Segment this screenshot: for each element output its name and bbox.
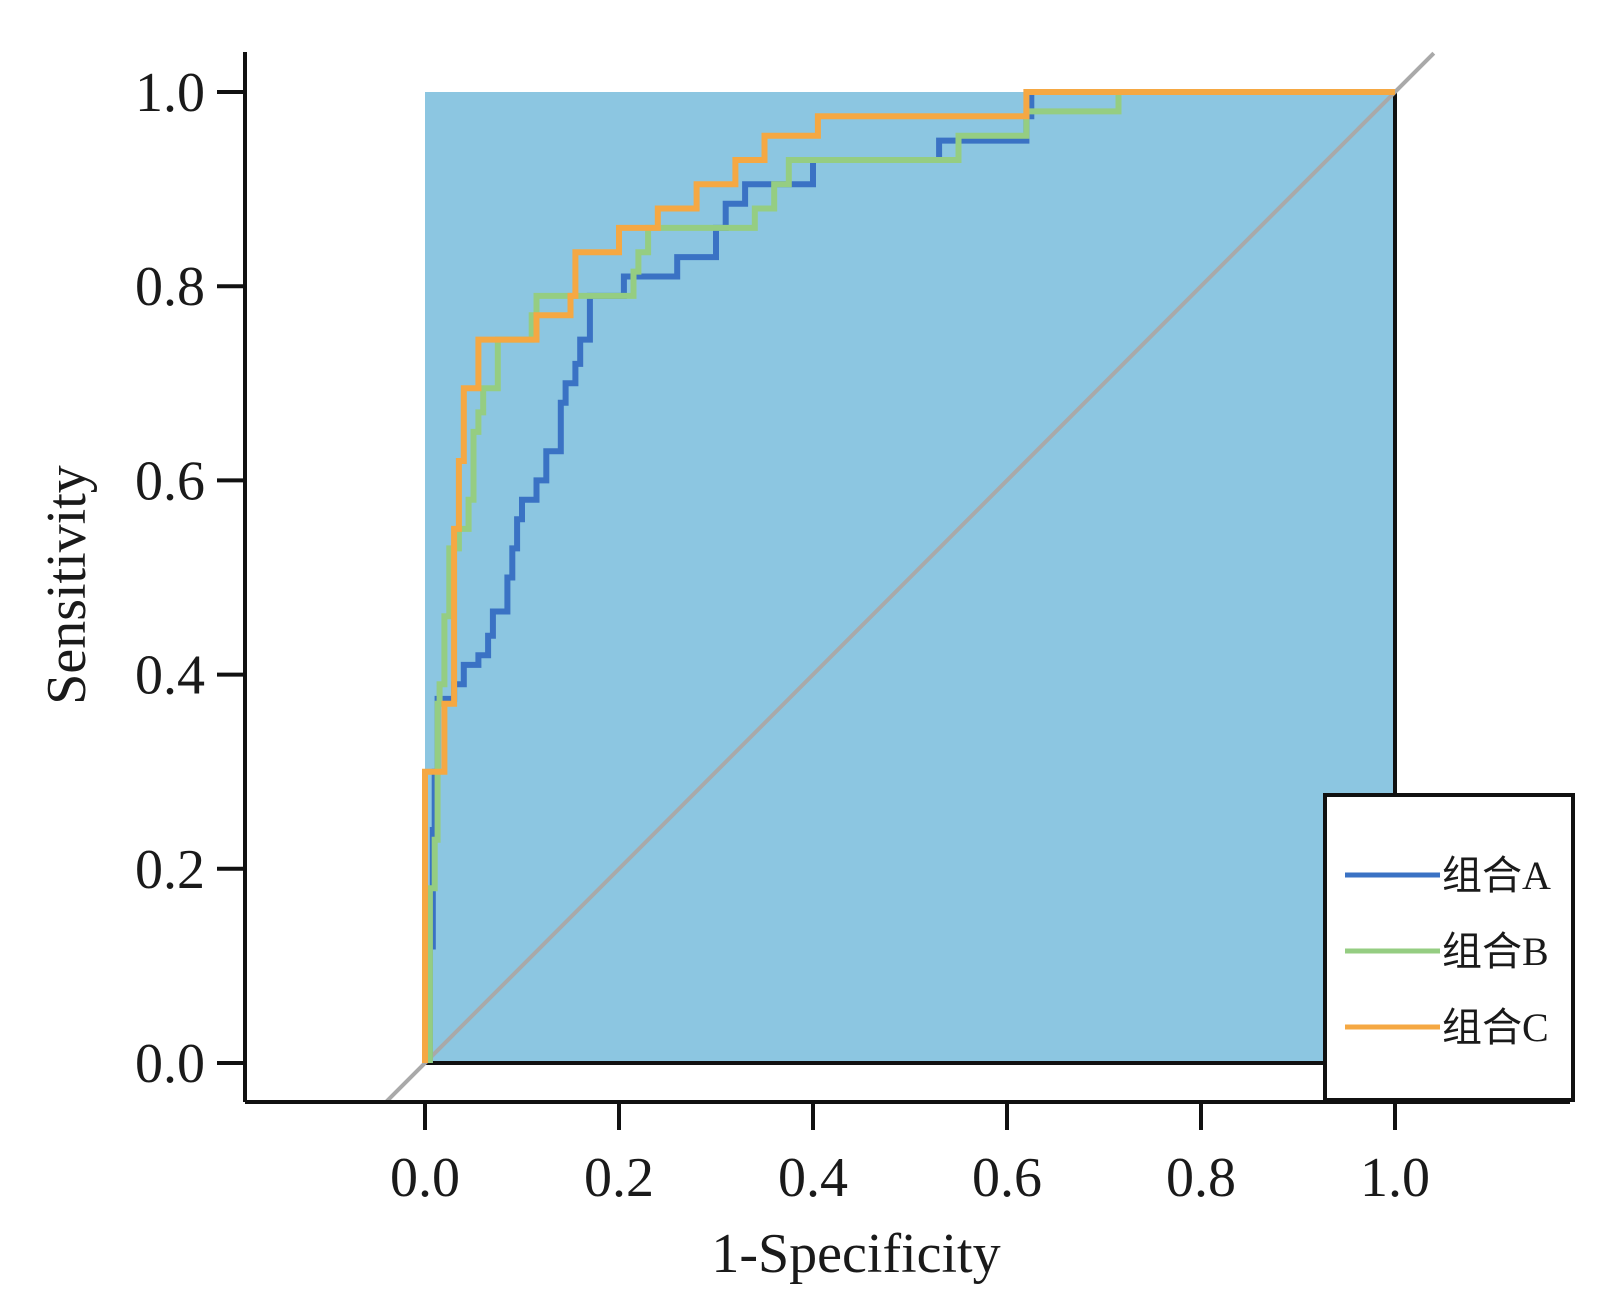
x-tick-label: 0.8 xyxy=(1166,1147,1236,1209)
x-tick-label: 0.6 xyxy=(972,1147,1042,1209)
y-tick-label: 0.4 xyxy=(135,645,205,707)
legend: 组合A 组合B 组合C xyxy=(1323,793,1575,1102)
legend-box xyxy=(1323,793,1575,1102)
reference-diagonal-layer xyxy=(384,51,1436,1104)
reference-diagonal xyxy=(384,51,1436,1104)
y-tick-label: 0.6 xyxy=(135,450,205,512)
y-tick-label: 0.2 xyxy=(135,839,205,901)
y-axis-title: Sensitivity xyxy=(36,465,98,705)
axes: 0.0 0.2 0.4 0.6 0.8 1.0 0.0 0.2 0.4 0.6 0.8 1.0 xyxy=(135,52,1570,1209)
y-tick-label: 1.0 xyxy=(135,62,205,124)
y-tick-label: 0.8 xyxy=(135,256,205,318)
x-tick-label: 0.4 xyxy=(778,1147,848,1209)
legend-label: 组合B xyxy=(1442,929,1549,974)
y-tick-label: 0.0 xyxy=(135,1033,205,1095)
roc-series-3 xyxy=(422,89,1395,1063)
roc-series-1 xyxy=(426,89,1395,1063)
x-tick-label: 1.0 xyxy=(1360,1147,1430,1209)
x-tick-label: 0.0 xyxy=(390,1147,460,1209)
x-tick-label: 0.2 xyxy=(584,1147,654,1209)
legend-label: 组合C xyxy=(1442,1005,1549,1050)
roc-series-layer xyxy=(422,89,1395,1063)
x-axis-title: 1-Specificity xyxy=(711,1223,1000,1285)
legend-label: 组合A xyxy=(1442,853,1551,898)
